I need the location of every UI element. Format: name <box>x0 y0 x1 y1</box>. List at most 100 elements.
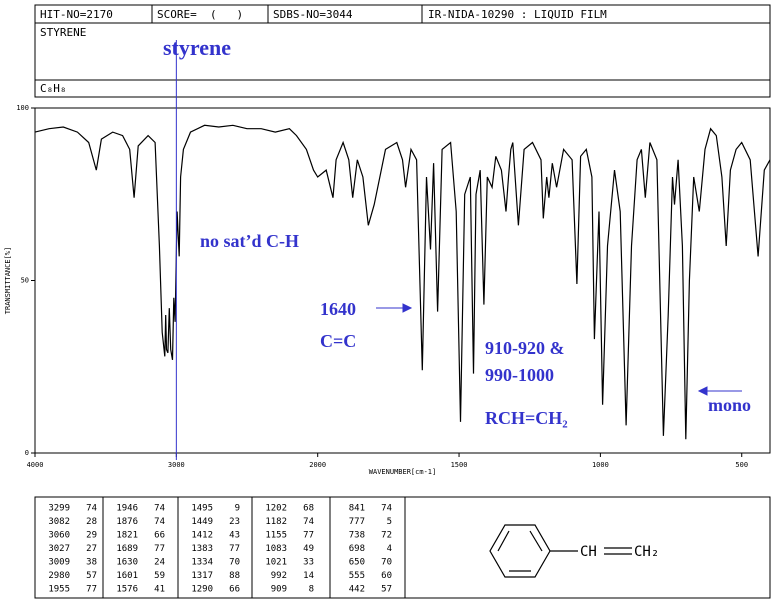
y-tick-label: 100 <box>16 104 29 112</box>
wavenumber: 1412 <box>191 531 213 541</box>
transmittance: 74 <box>154 504 165 514</box>
wavenumber: 1495 <box>191 504 213 514</box>
transmittance: 28 <box>86 517 97 527</box>
transmittance: 29 <box>86 531 97 541</box>
wavenumber: 1601 <box>116 571 138 581</box>
wavenumber: 650 <box>349 558 365 568</box>
transmittance: 43 <box>229 531 240 541</box>
hit-no: HIT-NO=2170 <box>40 8 113 21</box>
wavenumber: 1449 <box>191 517 213 527</box>
wavenumber: 1202 <box>265 504 287 514</box>
transmittance: 74 <box>303 517 314 527</box>
x-tick-label: 4000 <box>27 461 44 469</box>
transmittance: 74 <box>154 517 165 527</box>
transmittance: 77 <box>86 585 97 595</box>
header-box <box>34 4 771 98</box>
arrow-head <box>697 386 708 396</box>
wavenumber: 1334 <box>191 558 213 568</box>
wavenumber: 1955 <box>48 585 70 595</box>
annotation: RCH=CH₂ <box>485 408 568 428</box>
transmittance: 72 <box>381 531 392 541</box>
plot: 0 50 100 4000 3000 2000 1500 1000 500 WAVENUMBER[… <box>4 104 771 476</box>
wavenumber: 3060 <box>48 531 70 541</box>
transmittance: 4 <box>387 544 392 554</box>
transmittance: 38 <box>86 558 97 568</box>
transmittance: 5 <box>387 517 392 527</box>
annotation: 910-920 & <box>485 338 565 358</box>
transmittance: 41 <box>154 585 165 595</box>
transmittance: 24 <box>154 558 165 568</box>
annotation: 1640 <box>320 299 356 319</box>
wavenumber: 3027 <box>48 544 70 554</box>
transmittance: 77 <box>303 531 314 541</box>
method: IR-NIDA-10290 : LIQUID FILM <box>428 8 607 21</box>
transmittance: 88 <box>229 571 240 581</box>
wavenumber: 3009 <box>48 558 70 568</box>
transmittance: 70 <box>229 558 240 568</box>
annotation: styrene <box>163 35 231 60</box>
transmittance: 8 <box>309 585 314 595</box>
peak-table-box <box>34 496 771 599</box>
x-tick-label: 3000 <box>168 461 185 469</box>
wavenumber: 1182 <box>265 517 287 527</box>
x-tick-label: 500 <box>735 461 748 469</box>
transmittance: 33 <box>303 558 314 568</box>
double-bond <box>497 530 510 552</box>
transmittance: 57 <box>86 571 97 581</box>
double-bond <box>529 530 543 552</box>
transmittance: 74 <box>381 504 392 514</box>
y-tick-label: 0 <box>25 449 29 457</box>
transmittance: 70 <box>381 558 392 568</box>
wavenumber: 2980 <box>48 571 70 581</box>
wavenumber: 738 <box>349 531 365 541</box>
transmittance: 59 <box>154 571 165 581</box>
wavenumber: 442 <box>349 585 365 595</box>
x-tick-label: 1000 <box>592 461 609 469</box>
annotation: 990-1000 <box>485 365 554 385</box>
wavenumber: 1630 <box>116 558 138 568</box>
wavenumber: 1946 <box>116 504 138 514</box>
transmittance: 60 <box>381 571 392 581</box>
wavenumber: 1576 <box>116 585 138 595</box>
y-axis-title: TRANSMITTANCE[%] <box>4 247 12 314</box>
sdbs-no: SDBS-NO=3044 <box>273 8 353 21</box>
wavenumber: 1689 <box>116 544 138 554</box>
wavenumber: 841 <box>349 504 365 514</box>
transmittance: 74 <box>86 504 97 514</box>
transmittance: 77 <box>154 544 165 554</box>
structure <box>489 524 632 578</box>
spectrum-line <box>34 124 771 440</box>
wavenumber: 909 <box>271 585 287 595</box>
wavenumber: 992 <box>271 571 287 581</box>
wavenumber: 1290 <box>191 585 213 595</box>
benzene-ring <box>489 524 551 578</box>
wavenumber: 777 <box>349 517 365 527</box>
y-tick-label: 50 <box>21 277 29 285</box>
wavenumber: 1155 <box>265 531 287 541</box>
transmittance: 27 <box>86 544 97 554</box>
annotation: C=C <box>320 331 356 351</box>
wavenumber: 1317 <box>191 571 213 581</box>
annotation: mono <box>708 395 751 415</box>
structure-label: CH <box>580 544 597 560</box>
x-tick-label: 1500 <box>451 461 468 469</box>
peak-table: 3299 74 3082 28 3060 29 3027 27 3009 38 2980 57 1955… <box>48 497 406 598</box>
transmittance: 49 <box>303 544 314 554</box>
arrow-head <box>402 303 413 313</box>
transmittance: 23 <box>229 517 240 527</box>
wavenumber: 3299 <box>48 504 70 514</box>
wavenumber: 1383 <box>191 544 213 554</box>
transmittance: 9 <box>235 504 240 514</box>
wavenumber: 1083 <box>265 544 287 554</box>
transmittance: 66 <box>154 531 165 541</box>
transmittance: 68 <box>303 504 314 514</box>
wavenumber: 1021 <box>265 558 287 568</box>
score: SCORE= ( ) <box>157 8 243 21</box>
arrows <box>376 303 742 396</box>
annotation: no sat’d C-H <box>200 231 299 251</box>
wavenumber: 555 <box>349 571 365 581</box>
formula: C₈H₈ <box>40 82 67 95</box>
structure-label: CH₂ <box>634 544 659 560</box>
compound-name: STYRENE <box>40 26 86 39</box>
